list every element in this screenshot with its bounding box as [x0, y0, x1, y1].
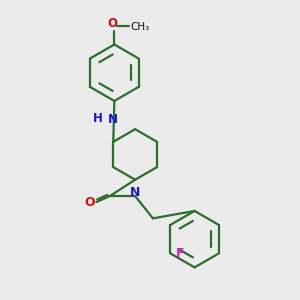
Text: N: N	[130, 186, 140, 199]
Text: O: O	[108, 17, 118, 30]
Text: CH₃: CH₃	[131, 22, 150, 32]
Text: F: F	[176, 247, 184, 260]
Text: N: N	[108, 113, 118, 126]
Text: O: O	[85, 196, 95, 209]
Text: H: H	[93, 112, 103, 125]
